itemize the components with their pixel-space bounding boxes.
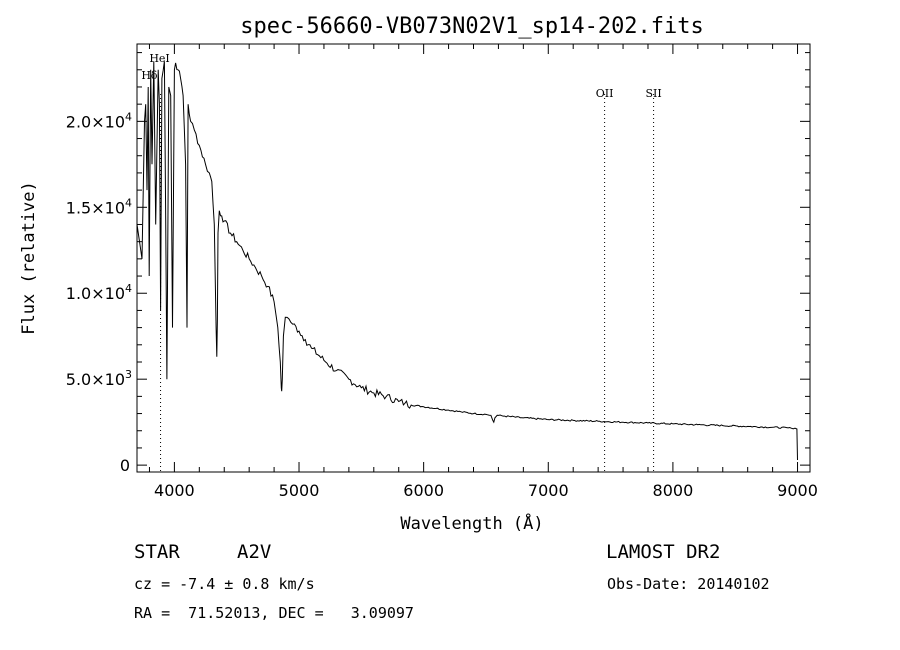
y-tick-label: 1.0×104	[66, 282, 132, 303]
x-tick-label: 5000	[279, 481, 320, 500]
spectrum-chart: spec-56660-VB073N02V1_sp14-202.fits 4000…	[19, 14, 818, 534]
marker-label: SII	[645, 87, 661, 100]
y-axis: 0 5.0×103 1.0×104 1.5×104 2.0×104	[66, 52, 810, 475]
x-tick-label: 6000	[403, 481, 444, 500]
y-tick-label: 2.0×104	[66, 110, 132, 131]
redshift-velocity: cz = -7.4 ± 0.8 km/s	[134, 575, 315, 593]
coordinates: RA = 71.52013, DEC = 3.09097	[134, 604, 414, 622]
x-axis: 4000 5000 6000 7000 8000 9000	[148, 44, 818, 500]
x-tick-label: 9000	[777, 481, 818, 500]
x-tick-label: 7000	[528, 481, 569, 500]
y-tick-label: 0	[120, 456, 130, 475]
marker-label: HeI	[149, 52, 169, 65]
x-tick-label: 8000	[653, 481, 694, 500]
y-tick-label: 5.0×103	[66, 368, 132, 389]
object-subclass: A2V	[237, 541, 272, 563]
spectrum-line	[136, 61, 798, 461]
x-axis-title: Wavelength (Å)	[400, 512, 543, 534]
x-tick-label: 4000	[154, 481, 195, 500]
survey-label: LAMOST DR2	[606, 541, 721, 563]
object-class: STAR	[134, 541, 180, 563]
observation-date: Obs-Date: 20140102	[607, 575, 770, 593]
y-tick-label: 1.5×104	[66, 196, 132, 217]
y-axis-title: Flux (relative)	[19, 181, 39, 335]
plot-frame	[136, 43, 811, 473]
marker-label: Hδ	[141, 69, 158, 82]
chart-title: spec-56660-VB073N02V1_sp14-202.fits	[240, 14, 704, 39]
line-markers: Hδ HeI OII SII	[141, 52, 662, 472]
marker-label: OII	[596, 87, 614, 100]
